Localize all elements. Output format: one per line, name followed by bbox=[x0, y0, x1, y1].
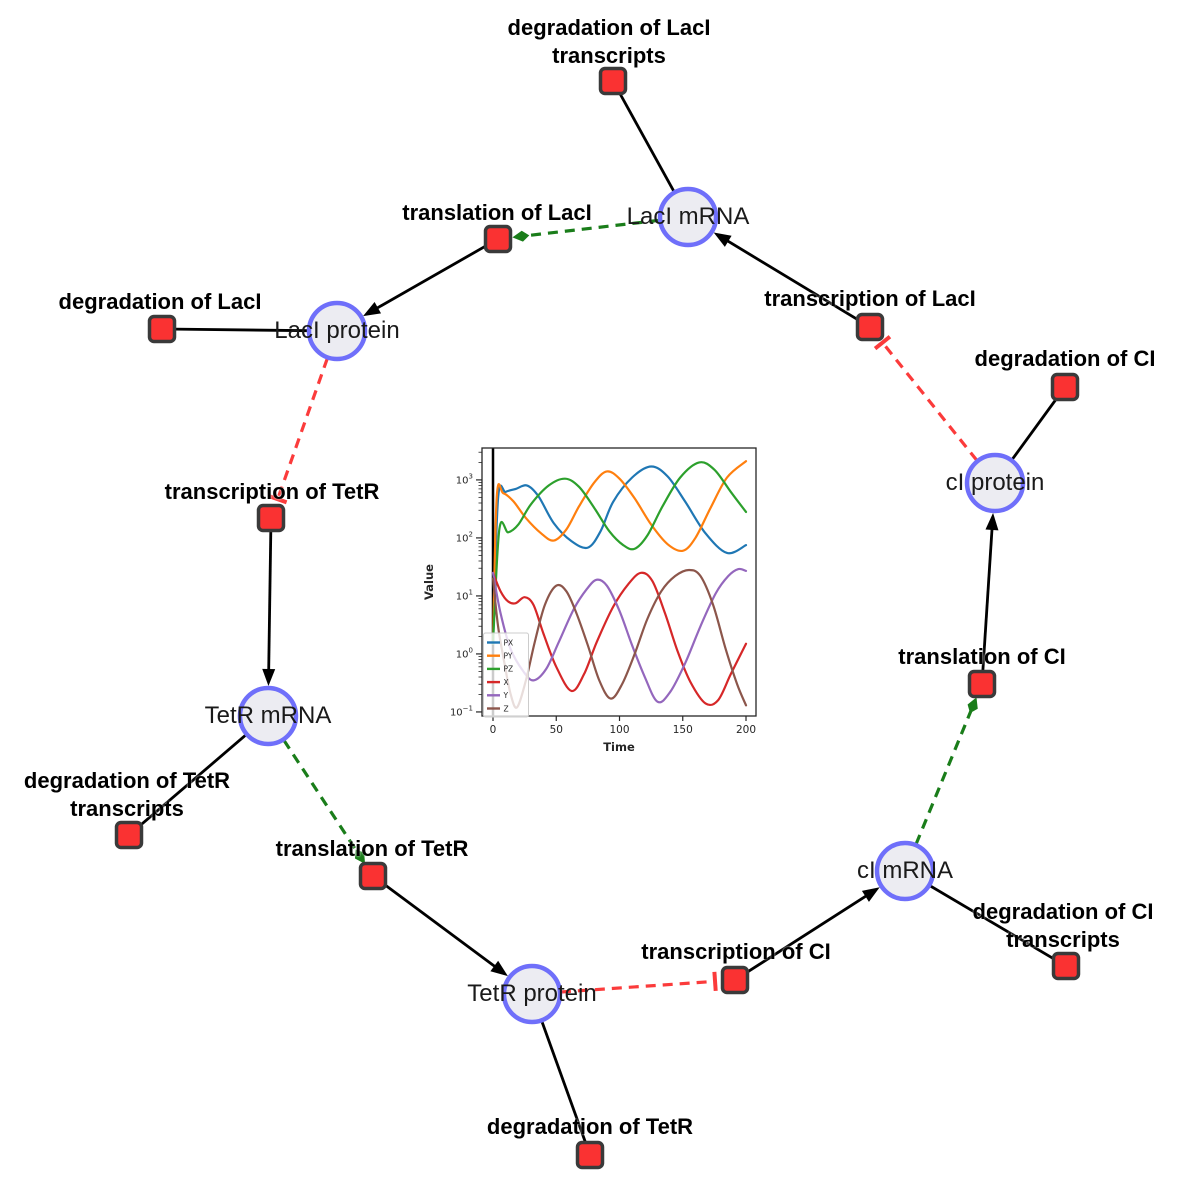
edge-plain-cI_protein-to-deg_cI bbox=[1010, 396, 1059, 461]
edge-arrow-translation_lacI-to-lacI_protein bbox=[363, 244, 488, 317]
edge-activation-lacI_mRNA-to-translation_lacI bbox=[512, 218, 660, 242]
edge-plain-cI_mRNA-to-deg_cI_transcripts bbox=[929, 884, 1056, 961]
edge-arrow-translation_cI-to-cI_protein bbox=[981, 512, 999, 672]
chart-xtick-label: 0 bbox=[490, 724, 497, 736]
chart-legend-label: Z bbox=[504, 704, 509, 713]
species-node-tetR_protein[interactable] bbox=[501, 963, 563, 1025]
ytick-exponent: 0 bbox=[469, 646, 473, 654]
edge-activation-cI_mRNA-to-translation_cI bbox=[914, 697, 978, 845]
ytick-exponent: 3 bbox=[469, 472, 473, 480]
reaction-node-transcription_lacI[interactable] bbox=[855, 312, 885, 342]
species-node-tetR_mRNA[interactable] bbox=[237, 685, 299, 747]
edge-arrow-transcription_tetR-to-tetR_mRNA bbox=[262, 530, 276, 687]
chart-xtick-label: 200 bbox=[736, 724, 756, 736]
chart-legend: PX PY PZ XYZ bbox=[483, 632, 529, 718]
edge-arrow-translation_tetR-to-tetR_protein bbox=[382, 882, 508, 977]
chart-ytick-label: 103 bbox=[456, 472, 473, 486]
chart-xlabel: Time bbox=[603, 740, 635, 754]
ytick-base: 10 bbox=[456, 533, 469, 544]
chart-ytick-label: 100 bbox=[456, 646, 473, 660]
reaction-node-deg_cI[interactable] bbox=[1050, 372, 1080, 402]
chart-svg: 0 50 100 150 20010−1100101102103TimeValuePXP… bbox=[422, 447, 757, 754]
ytick-exponent: 1 bbox=[469, 588, 473, 596]
ytick-exponent: −1 bbox=[463, 704, 473, 712]
chart-ytick-label: 101 bbox=[456, 588, 473, 602]
chart-series-X bbox=[491, 571, 748, 707]
ytick-base: 10 bbox=[456, 649, 469, 660]
chart-series-PX bbox=[491, 465, 748, 645]
edge-inhibition-lacI_protein-to-transcription_tetR bbox=[268, 357, 329, 505]
edge-plain-tetR_mRNA-to-deg_tetR_transcripts bbox=[137, 733, 247, 828]
nodes-layer bbox=[114, 66, 1081, 1170]
chart-xtick-label: 100 bbox=[609, 724, 629, 736]
chart-legend-label: PY bbox=[504, 652, 513, 661]
chart-ytick-label: 10−1 bbox=[450, 704, 473, 718]
edge-plain-tetR_protein-to-deg_tetR bbox=[540, 1020, 587, 1144]
reaction-node-deg_cI_transcripts[interactable] bbox=[1051, 951, 1081, 981]
edge-plain-deg_lacI_transcripts-to-lacI_mRNA bbox=[618, 91, 676, 193]
reaction-node-translation_lacI[interactable] bbox=[483, 224, 513, 254]
reaction-node-transcription_cI[interactable] bbox=[720, 965, 750, 995]
edge-inhibition-tetR_protein-to-transcription_cI bbox=[560, 971, 718, 994]
reaction-node-translation_tetR[interactable] bbox=[358, 861, 388, 891]
species-node-cI_protein[interactable] bbox=[964, 452, 1026, 514]
edges-layer bbox=[137, 91, 1059, 1144]
species-node-lacI_mRNA[interactable] bbox=[657, 186, 719, 248]
chart-ytick-label: 102 bbox=[456, 530, 473, 544]
chart-xtick-label: 150 bbox=[673, 724, 693, 736]
reaction-node-deg_lacI[interactable] bbox=[147, 314, 177, 344]
reaction-node-deg_tetR[interactable] bbox=[575, 1140, 605, 1170]
chart-xtick-label: 50 bbox=[550, 724, 563, 736]
chart-ylabel: Value bbox=[422, 564, 436, 600]
ytick-exponent: 2 bbox=[469, 530, 473, 538]
edge-arrow-transcription_lacI-to-lacI_mRNA bbox=[713, 232, 860, 322]
reaction-node-translation_cI[interactable] bbox=[967, 669, 997, 699]
chart-legend-label: Y bbox=[503, 691, 509, 700]
species-node-cI_mRNA[interactable] bbox=[874, 840, 936, 902]
chart-legend-label: X bbox=[504, 678, 509, 687]
edge-activation-tetR_mRNA-to-translation_tetR bbox=[282, 739, 366, 864]
chart-curves bbox=[491, 460, 748, 709]
edge-arrow-transcription_cI-to-cI_mRNA bbox=[745, 887, 880, 975]
species-node-lacI_protein[interactable] bbox=[306, 300, 368, 362]
ytick-base: 10 bbox=[456, 591, 469, 602]
chart-legend-label: PX bbox=[504, 638, 514, 647]
ytick-base: 10 bbox=[450, 707, 463, 718]
edge-inhibition-cI_protein-to-transcription_lacI bbox=[873, 335, 979, 462]
edge-plain-deg_lacI-to-lacI_protein bbox=[174, 327, 309, 333]
reaction-node-deg_lacI_transcripts[interactable] bbox=[598, 66, 628, 96]
chart-series-PZ bbox=[491, 461, 748, 645]
inset-time-series-chart: 0 50 100 150 200 10−1 100 101 102 103 Time Value PX P… bbox=[420, 424, 772, 768]
reaction-node-transcription_tetR[interactable] bbox=[256, 503, 286, 533]
reaction-node-deg_tetR_transcripts[interactable] bbox=[114, 820, 144, 850]
chart-series-PY bbox=[491, 460, 748, 645]
ytick-base: 10 bbox=[456, 475, 469, 486]
chart-legend-label: PZ bbox=[504, 665, 514, 674]
